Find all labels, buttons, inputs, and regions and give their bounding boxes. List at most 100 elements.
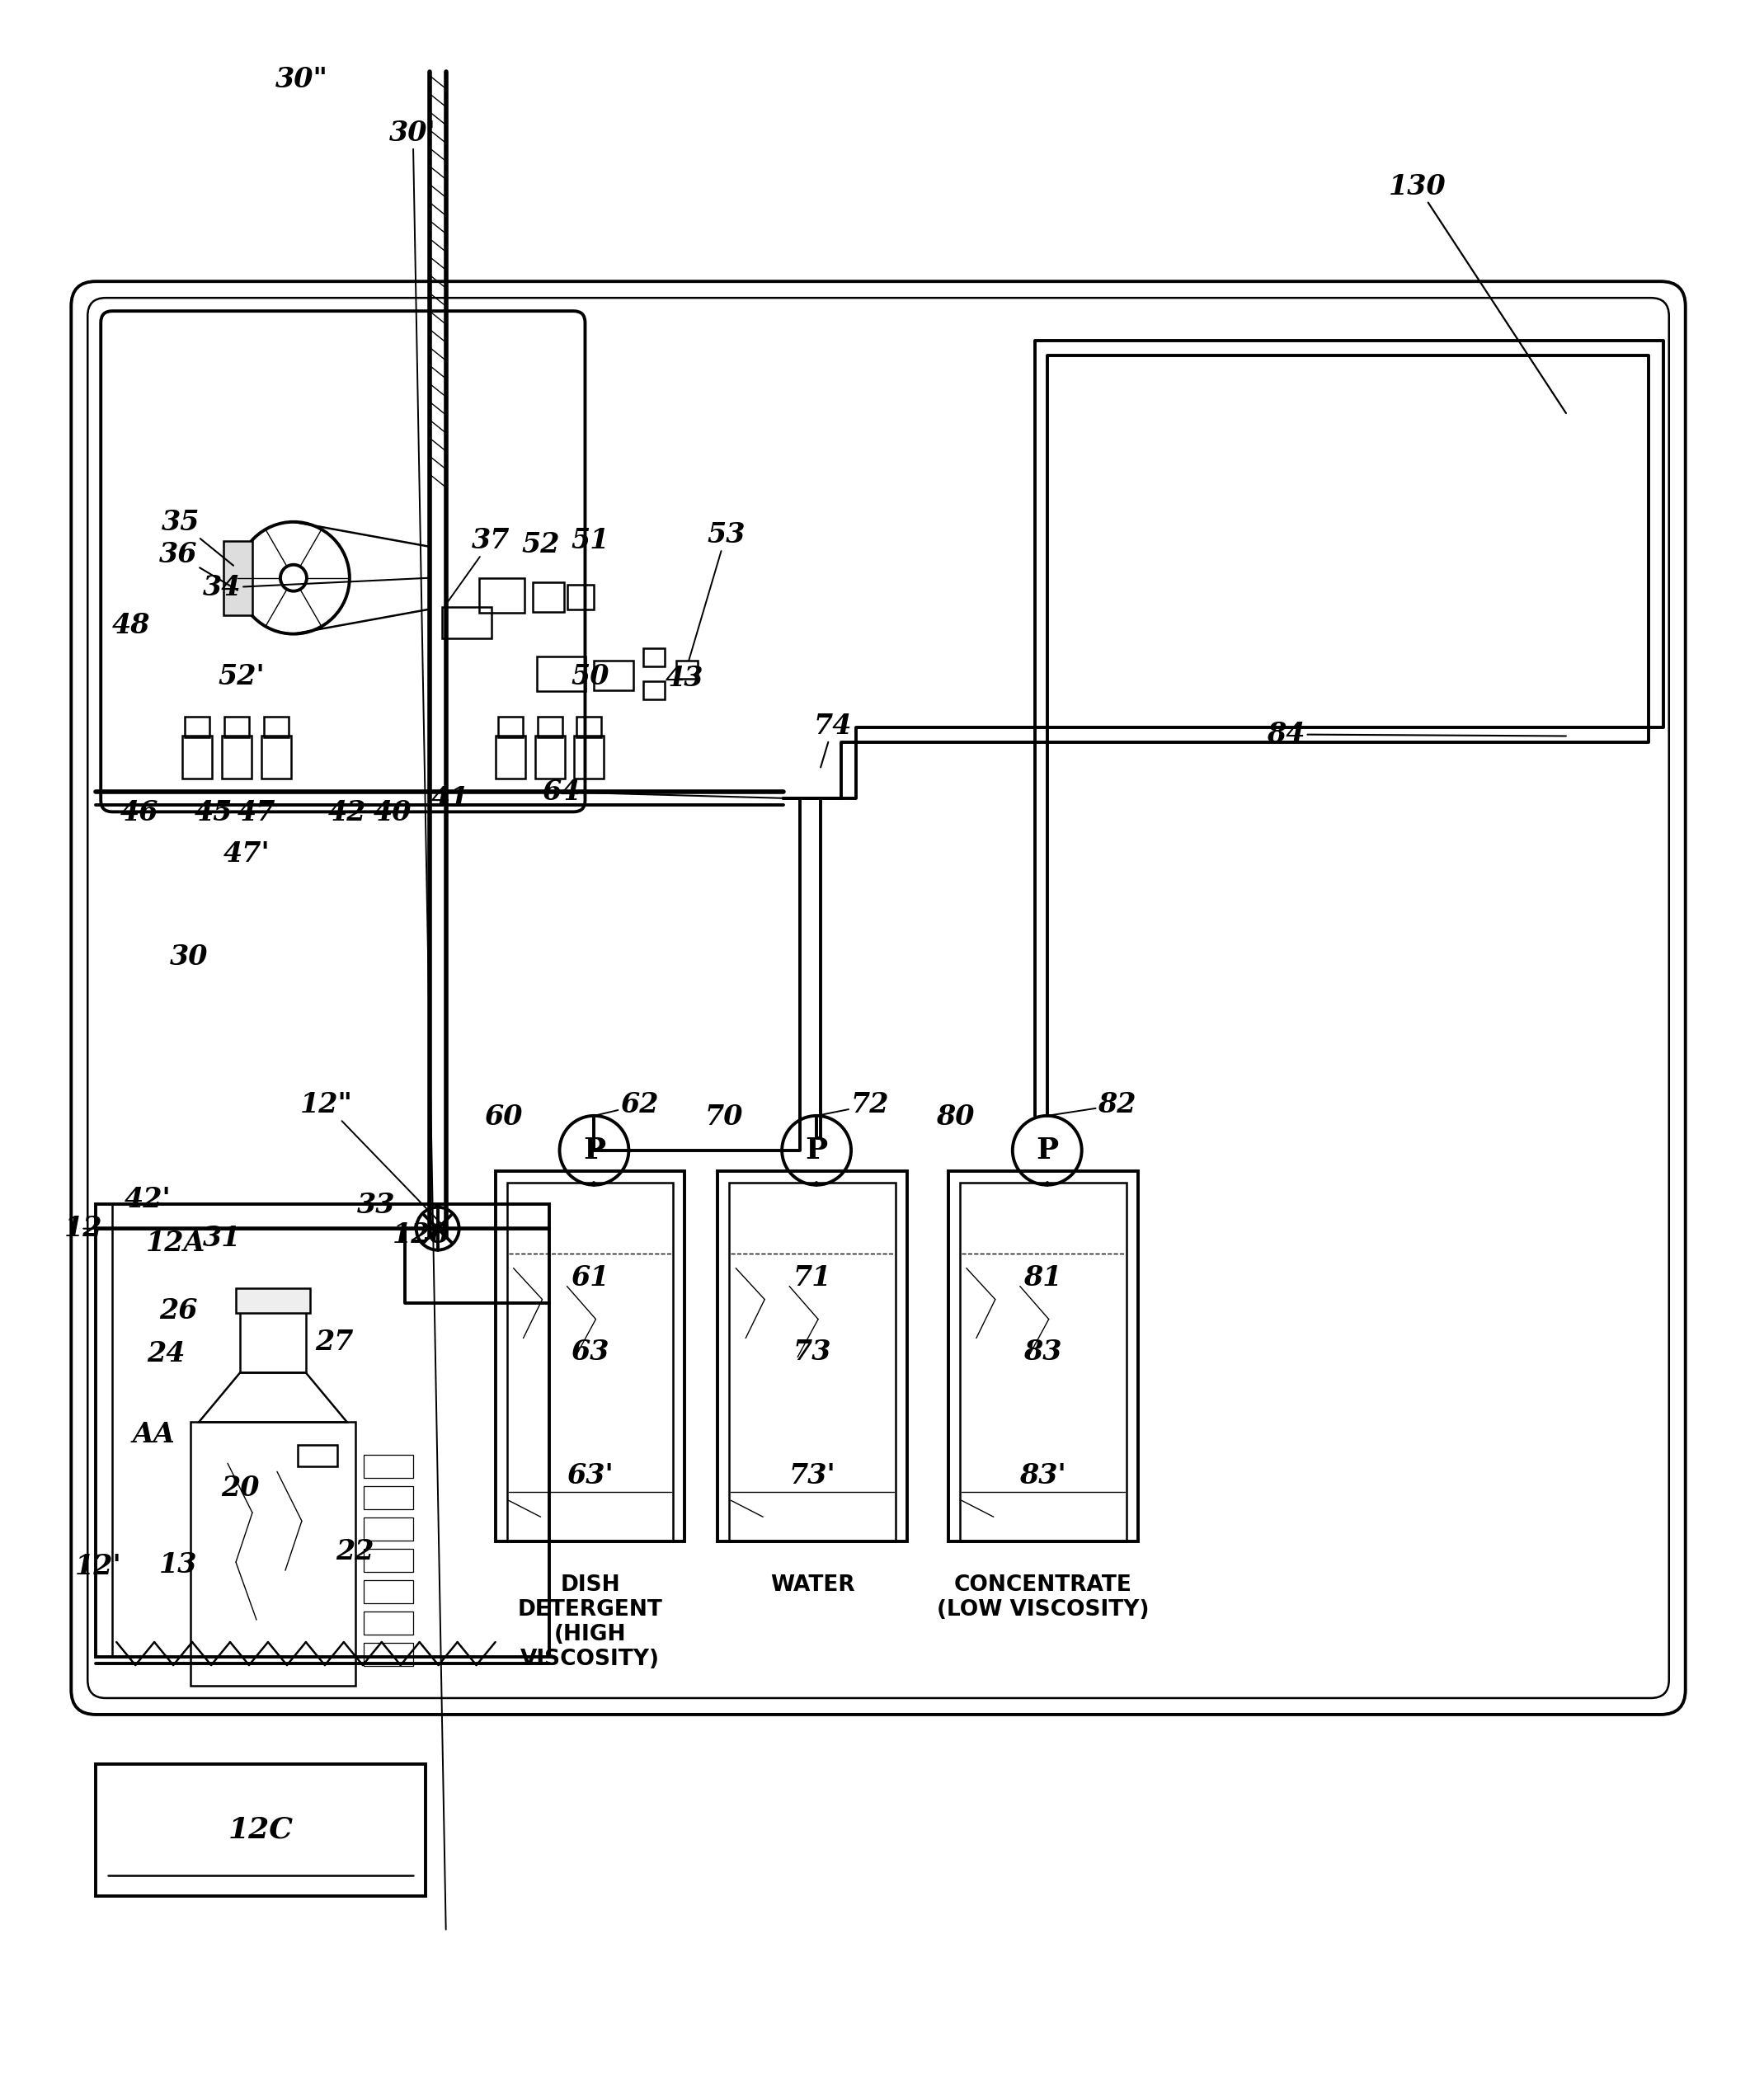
Text: 52': 52' [219,664,265,691]
Text: 36: 36 [159,542,238,589]
Text: 47: 47 [238,799,275,826]
Text: 82: 82 [1048,1091,1136,1118]
Text: AA: AA [132,1421,175,1448]
Text: 47': 47' [224,840,270,867]
Text: 51: 51 [572,527,609,554]
Bar [363,1517,413,1542]
Text: 81: 81 [1023,1264,1062,1291]
Text: 48: 48 [113,612,150,639]
Text: 80: 80 [935,1104,974,1131]
Text: 41: 41 [430,784,469,811]
Bar [577,716,602,739]
Text: 50: 50 [572,664,609,691]
Bar [960,1183,1125,1542]
Text: 37: 37 [445,527,510,606]
Text: 33: 33 [356,1191,395,1220]
Text: WATER: WATER [771,1575,856,1596]
Text: 70: 70 [706,1104,743,1131]
Text: 12C: 12C [228,1816,293,1845]
Text: 83': 83' [1020,1463,1067,1490]
Bar [95,1204,549,1656]
Bar [506,1183,674,1542]
Bar [261,737,291,778]
Bar [594,660,633,689]
Text: P: P [1035,1137,1058,1164]
Bar [265,716,289,739]
Bar [644,681,665,699]
Text: 72: 72 [817,1091,889,1118]
Text: 53: 53 [690,521,744,660]
Bar [240,1311,305,1374]
Bar [363,1455,413,1477]
Text: 62: 62 [594,1091,658,1118]
Bar [478,579,524,612]
Bar [363,1548,413,1573]
Bar [538,716,563,739]
Bar [191,1421,355,1685]
Text: 24: 24 [146,1340,185,1367]
Bar [363,1581,413,1604]
Text: 43: 43 [665,664,704,691]
Bar [363,1486,413,1509]
Text: 83: 83 [1023,1338,1062,1365]
Text: 31: 31 [203,1224,242,1251]
Bar [533,581,564,612]
Text: 73: 73 [794,1338,831,1365]
Text: 22: 22 [337,1538,374,1565]
Bar [497,716,522,739]
Bar [496,737,526,778]
Text: 46: 46 [120,799,159,826]
Text: 71: 71 [794,1264,831,1291]
Text: 27: 27 [316,1328,355,1355]
Text: 13: 13 [159,1550,198,1579]
Bar [363,1643,413,1666]
Text: 84: 84 [1267,720,1566,747]
Bar [536,656,586,691]
Bar [224,542,252,614]
Text: 34: 34 [203,575,429,602]
Text: 20: 20 [220,1475,259,1502]
Text: 35: 35 [162,508,233,566]
Text: 74: 74 [813,712,852,768]
Bar [677,660,699,679]
Bar [185,716,210,739]
Text: DISH
DETERGENT
(HIGH
VISCOSITY): DISH DETERGENT (HIGH VISCOSITY) [517,1575,663,1670]
Bar [718,1170,907,1542]
Bar [575,737,603,778]
Bar [441,606,490,637]
Text: 128: 128 [392,1222,450,1249]
Text: 40: 40 [374,799,411,826]
Bar [236,1289,310,1313]
Bar [949,1170,1138,1542]
Text: 30: 30 [169,944,208,971]
Text: CONCENTRATE
(LOW VISCOSITY): CONCENTRATE (LOW VISCOSITY) [937,1575,1148,1621]
Text: 45: 45 [194,799,233,826]
Text: 73': 73' [789,1463,836,1490]
Text: P: P [806,1137,827,1164]
Bar [298,1444,337,1467]
Text: 12": 12" [300,1091,446,1228]
Text: 30': 30' [390,120,446,1930]
Text: 30": 30" [275,66,328,93]
Bar [729,1183,896,1542]
Bar [568,585,594,610]
Text: 64: 64 [542,778,801,805]
Bar [534,737,564,778]
Bar [182,737,212,778]
Text: 26: 26 [159,1297,198,1324]
Text: P: P [582,1137,605,1164]
Bar [222,737,252,778]
Bar [496,1170,684,1542]
Text: 130: 130 [1388,172,1566,413]
Text: 52: 52 [522,531,559,558]
Text: 60: 60 [485,1104,522,1131]
Bar [644,647,665,666]
Text: 63': 63' [566,1463,614,1490]
Text: 63: 63 [572,1338,609,1365]
Bar [224,716,249,739]
Text: 42': 42' [123,1187,171,1214]
Text: 12: 12 [64,1216,102,1243]
Bar [95,1764,425,1897]
Text: 12A: 12A [146,1230,206,1257]
Text: 42: 42 [328,799,367,826]
